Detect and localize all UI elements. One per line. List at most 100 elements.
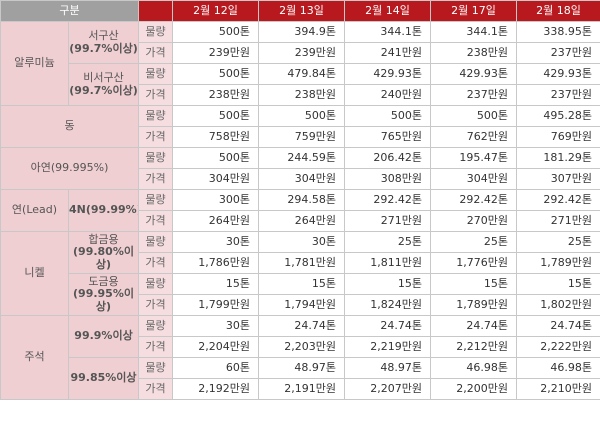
- value-cell: 2,191만원: [258, 378, 345, 400]
- value-cell: 1,811만원: [344, 252, 431, 274]
- value-cell: 304만원: [430, 168, 517, 190]
- value-cell: 60톤: [172, 357, 259, 379]
- group-zinc: 아연(99.995%): [0, 147, 139, 190]
- value-cell: 244.59톤: [258, 147, 345, 169]
- value-cell: 1,794만원: [258, 294, 345, 316]
- value-cell: 30톤: [172, 315, 259, 337]
- value-cell: 2,210만원: [516, 378, 600, 400]
- subgroup-name: 합금용: [88, 233, 119, 247]
- value-cell: 294.58톤: [258, 189, 345, 211]
- subgroup-purity: 4N(99.99%): [69, 203, 139, 217]
- value-cell: 344.1톤: [344, 21, 431, 43]
- value-cell: 30톤: [172, 231, 259, 253]
- row-label-price: 가격: [138, 126, 173, 148]
- value-cell: 1,799만원: [172, 294, 259, 316]
- value-cell: 292.42톤: [344, 189, 431, 211]
- value-cell: 1,776만원: [430, 252, 517, 274]
- date-header: 2월 17일: [430, 0, 517, 22]
- table-row: 도금용 (99.95%이상) 물량 15톤 15톤 15톤 15톤 15톤: [1, 273, 600, 316]
- table-row: 알루미늄 서구산 (99.7%이상) 물량 500톤 394.9톤 344.1톤 …: [0, 21, 600, 106]
- subgroup-purity: (99.7%이상): [69, 83, 138, 97]
- table-row: 가격 264만원 264만원 271만원 270만원 271만원: [1, 210, 600, 232]
- date-header: 2월 12일: [172, 0, 259, 22]
- row-label-qty: 물량: [138, 189, 173, 211]
- row-label-price: 가격: [138, 252, 173, 274]
- subgroup-name: 서구산: [88, 29, 119, 43]
- value-cell: 495.28톤: [516, 105, 600, 127]
- value-cell: 1,789만원: [430, 294, 517, 316]
- row-label-qty: 물량: [138, 231, 173, 253]
- subgroup-alloy: 합금용 (99.80%이상): [68, 231, 139, 274]
- value-cell: 2,200만원: [430, 378, 517, 400]
- group-nickel: 니켈: [0, 231, 69, 316]
- table-row: 99.85%이상 물량 60톤 48.97톤 48.97톤 46.98톤 46.…: [1, 357, 600, 400]
- value-cell: 181.29톤: [516, 147, 600, 169]
- value-cell: 1,781만원: [258, 252, 345, 274]
- table-row: 가격 758만원 759만원 765만원 762만원 769만원: [1, 126, 600, 148]
- value-cell: 25톤: [516, 231, 600, 253]
- row-label-qty: 물량: [138, 273, 173, 295]
- table-row: 가격 2,192만원 2,191만원 2,207만원 2,200만원 2,210…: [1, 378, 600, 400]
- value-cell: 758만원: [172, 126, 259, 148]
- value-cell: 240만원: [344, 84, 431, 106]
- value-cell: 2,222만원: [516, 336, 600, 358]
- group-copper: 동: [0, 105, 139, 148]
- value-cell: 304만원: [172, 168, 259, 190]
- header-spacer: [138, 0, 173, 22]
- value-cell: 271만원: [344, 210, 431, 232]
- row-label-price: 가격: [138, 210, 173, 232]
- group-lead: 연(Lead): [0, 189, 69, 232]
- value-cell: 308만원: [344, 168, 431, 190]
- row-label-price: 가격: [138, 168, 173, 190]
- value-cell: 239만원: [172, 42, 259, 64]
- value-cell: 271만원: [516, 210, 600, 232]
- value-cell: 479.84톤: [258, 63, 345, 85]
- value-cell: 237만원: [516, 42, 600, 64]
- value-cell: 1,786만원: [172, 252, 259, 274]
- table-row: 비서구산 (99.7%이상) 물량 500톤 479.84톤 429.93톤 42…: [1, 63, 600, 106]
- table-row: 가격 1,799만원 1,794만원 1,824만원 1,789만원 1,802…: [1, 294, 600, 316]
- row-label-qty: 물량: [138, 63, 173, 85]
- value-cell: 24.74톤: [516, 315, 600, 337]
- date-header: 2월 18일: [516, 0, 600, 22]
- row-label-qty: 물량: [138, 147, 173, 169]
- row-label-price: 가격: [138, 294, 173, 316]
- value-cell: 238만원: [172, 84, 259, 106]
- value-cell: 15톤: [258, 273, 345, 295]
- value-cell: 264만원: [258, 210, 345, 232]
- value-cell: 1,824만원: [344, 294, 431, 316]
- value-cell: 2,203만원: [258, 336, 345, 358]
- value-cell: 500톤: [172, 147, 259, 169]
- value-cell: 429.93톤: [344, 63, 431, 85]
- subgroup-purity: (99.95%이상): [73, 287, 134, 313]
- value-cell: 2,207만원: [344, 378, 431, 400]
- value-cell: 25톤: [430, 231, 517, 253]
- value-cell: 2,192만원: [172, 378, 259, 400]
- value-cell: 30톤: [258, 231, 345, 253]
- value-cell: 1,789만원: [516, 252, 600, 274]
- value-cell: 500톤: [344, 105, 431, 127]
- header-row: 구분 2월 12일 2월 13일 2월 14일 2월 17일 2월 18일: [0, 0, 600, 22]
- value-cell: 765만원: [344, 126, 431, 148]
- value-cell: 394.9톤: [258, 21, 345, 43]
- value-cell: 15톤: [516, 273, 600, 295]
- subgroup-west: 서구산 (99.7%이상): [68, 21, 139, 64]
- value-cell: 46.98톤: [430, 357, 517, 379]
- value-cell: 241만원: [344, 42, 431, 64]
- value-cell: 195.47톤: [430, 147, 517, 169]
- value-cell: 270만원: [430, 210, 517, 232]
- table-row: 동 물량 500톤 500톤 500톤 500톤 495.28톤: [0, 105, 600, 148]
- value-cell: 769만원: [516, 126, 600, 148]
- subgroup-purity: (99.7%이상): [69, 41, 138, 55]
- value-cell: 300톤: [172, 189, 259, 211]
- row-label-qty: 물량: [138, 315, 173, 337]
- value-cell: 48.97톤: [258, 357, 345, 379]
- value-cell: 24.74톤: [344, 315, 431, 337]
- subgroup-name: 도금용: [88, 275, 119, 289]
- subgroup-lead-purity: 4N(99.99%): [68, 189, 139, 232]
- row-label-qty: 물량: [138, 357, 173, 379]
- group-aluminum: 알루미늄: [0, 21, 69, 106]
- value-cell: 307만원: [516, 168, 600, 190]
- table-row: 니켈 합금용 (99.80%이상) 물량 30톤 30톤 25톤 25톤 25톤: [0, 231, 600, 316]
- table-row: 가격 304만원 304만원 308만원 304만원 307만원: [1, 168, 600, 190]
